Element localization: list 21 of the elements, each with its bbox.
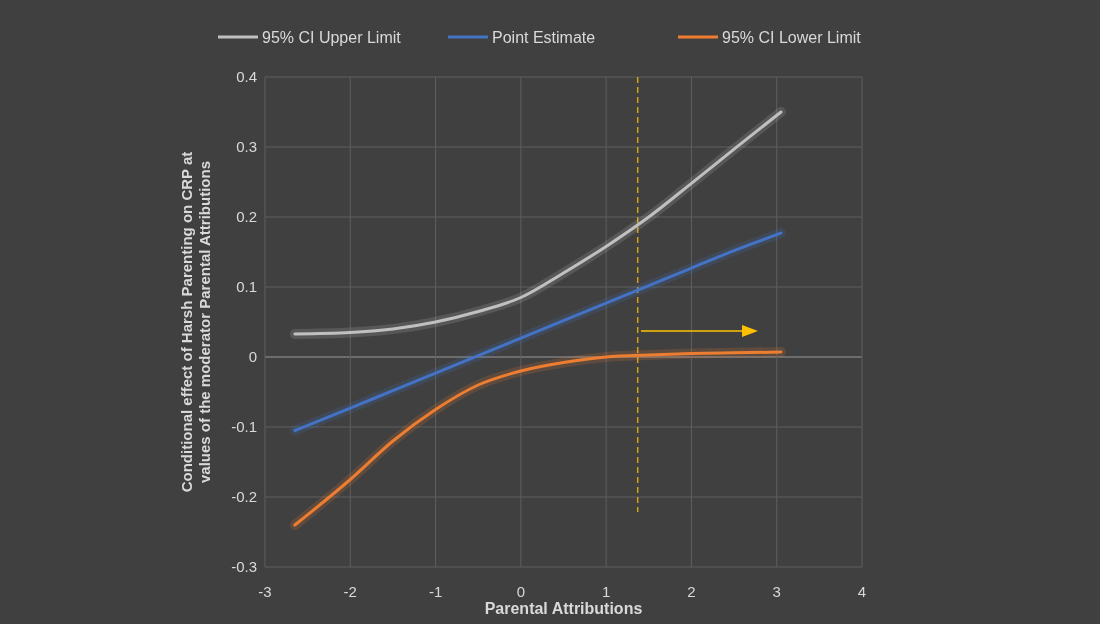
x-tick-label: 2	[687, 583, 696, 600]
y-tick-label: 0.4	[236, 68, 257, 86]
x-axis-title: Parental Attributions	[484, 600, 643, 617]
x-tick-label: 3	[772, 583, 781, 600]
x-tick-label: 0	[516, 583, 526, 600]
legend-label: 95% CI Lower Limit	[722, 28, 862, 46]
y-tick-label: 0	[248, 348, 257, 366]
y-tick-label: 0.2	[236, 208, 257, 226]
legend-label: 95% CI Upper Limit	[262, 28, 402, 46]
x-tick-label: 4	[857, 583, 867, 600]
x-tick-label: -3	[258, 583, 272, 600]
y-tick-label: -0.1	[231, 418, 257, 436]
legend-label: Point Estimate	[492, 28, 596, 46]
y-tick-label: -0.2	[231, 488, 257, 506]
x-tick-label: -1	[428, 583, 443, 600]
y-tick-label: 0.1	[236, 278, 257, 296]
x-tick-label: 1	[601, 583, 611, 600]
y-tick-label: -0.3	[231, 558, 257, 576]
x-tick-label: -2	[343, 583, 357, 600]
y-tick-label: 0.3	[236, 138, 257, 156]
y-axis-title: Conditional effect of Harsh Parenting on CRP at values of the moderator Parental Attributions	[178, 151, 213, 493]
